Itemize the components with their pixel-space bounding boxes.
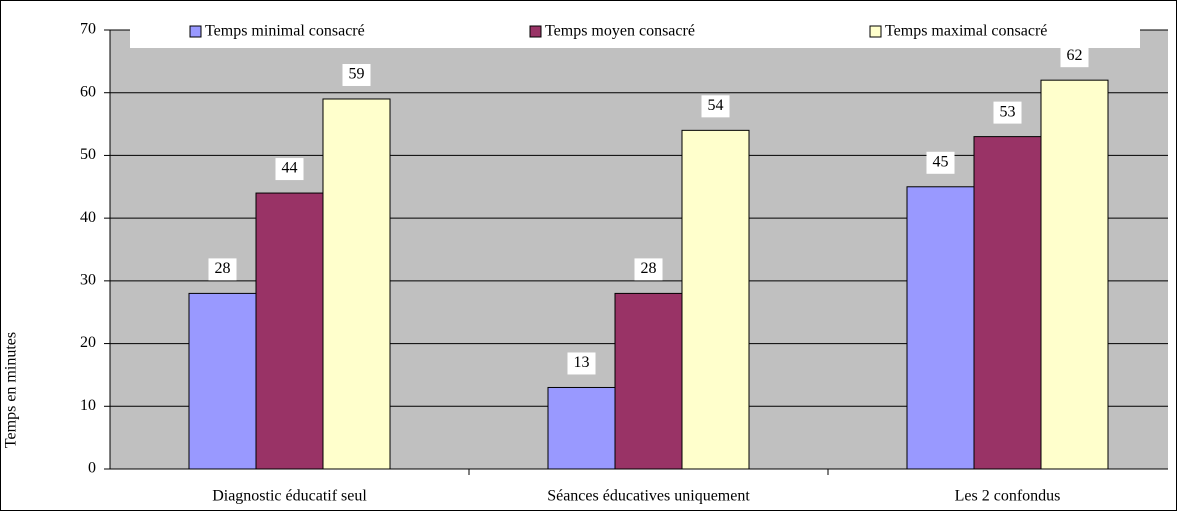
legend-swatch (869, 25, 882, 38)
value-label: 45 (933, 153, 949, 170)
bar (255, 192, 324, 470)
value-label-bg (634, 258, 663, 281)
value-label: 53 (1000, 103, 1016, 120)
value-label: 62 (1067, 47, 1083, 64)
y-tick-label: 20 (80, 334, 96, 351)
bar (973, 136, 1042, 470)
x-tick-label: Les 2 confondus (955, 488, 1061, 505)
value-label-bg (342, 63, 371, 86)
value-label-bg (275, 158, 304, 181)
y-tick-label: 70 (80, 21, 96, 38)
y-tick-label: 50 (80, 146, 96, 163)
value-label-bg (208, 258, 237, 281)
y-axis-label: Temps en minutes (3, 332, 20, 448)
legend-swatch (189, 25, 202, 38)
y-tick-label: 10 (80, 397, 96, 414)
bar (322, 98, 391, 470)
legend-box (130, 18, 1140, 48)
value-label-bg (1060, 45, 1089, 68)
bar (1040, 79, 1109, 470)
value-label-bg (993, 101, 1022, 124)
bar (681, 129, 750, 470)
value-label: 28 (641, 260, 657, 277)
y-tick-label: 60 (80, 83, 96, 100)
value-label: 54 (708, 97, 724, 114)
value-label: 59 (349, 66, 365, 83)
bar (188, 292, 257, 470)
x-tick-label: Séances éducatives uniquement (547, 488, 750, 505)
legend-swatch (529, 25, 542, 38)
legend-label: Temps minimal consacré (205, 23, 365, 40)
value-label-bg (567, 352, 596, 375)
x-tick-label: Diagnostic éducatif seul (212, 488, 367, 505)
bar (906, 186, 975, 470)
y-tick-label: 40 (80, 209, 96, 226)
value-label-bg (926, 151, 955, 174)
legend-label: Temps moyen consacré (545, 23, 695, 40)
value-label: 44 (282, 160, 298, 177)
value-label-bg (701, 95, 730, 118)
value-label: 13 (574, 354, 590, 371)
y-tick-label: 30 (80, 272, 96, 289)
legend-label: Temps maximal consacré (885, 23, 1047, 40)
bar (614, 292, 683, 470)
bar (547, 386, 616, 470)
value-label: 28 (215, 260, 231, 277)
y-tick-label: 0 (88, 460, 96, 477)
